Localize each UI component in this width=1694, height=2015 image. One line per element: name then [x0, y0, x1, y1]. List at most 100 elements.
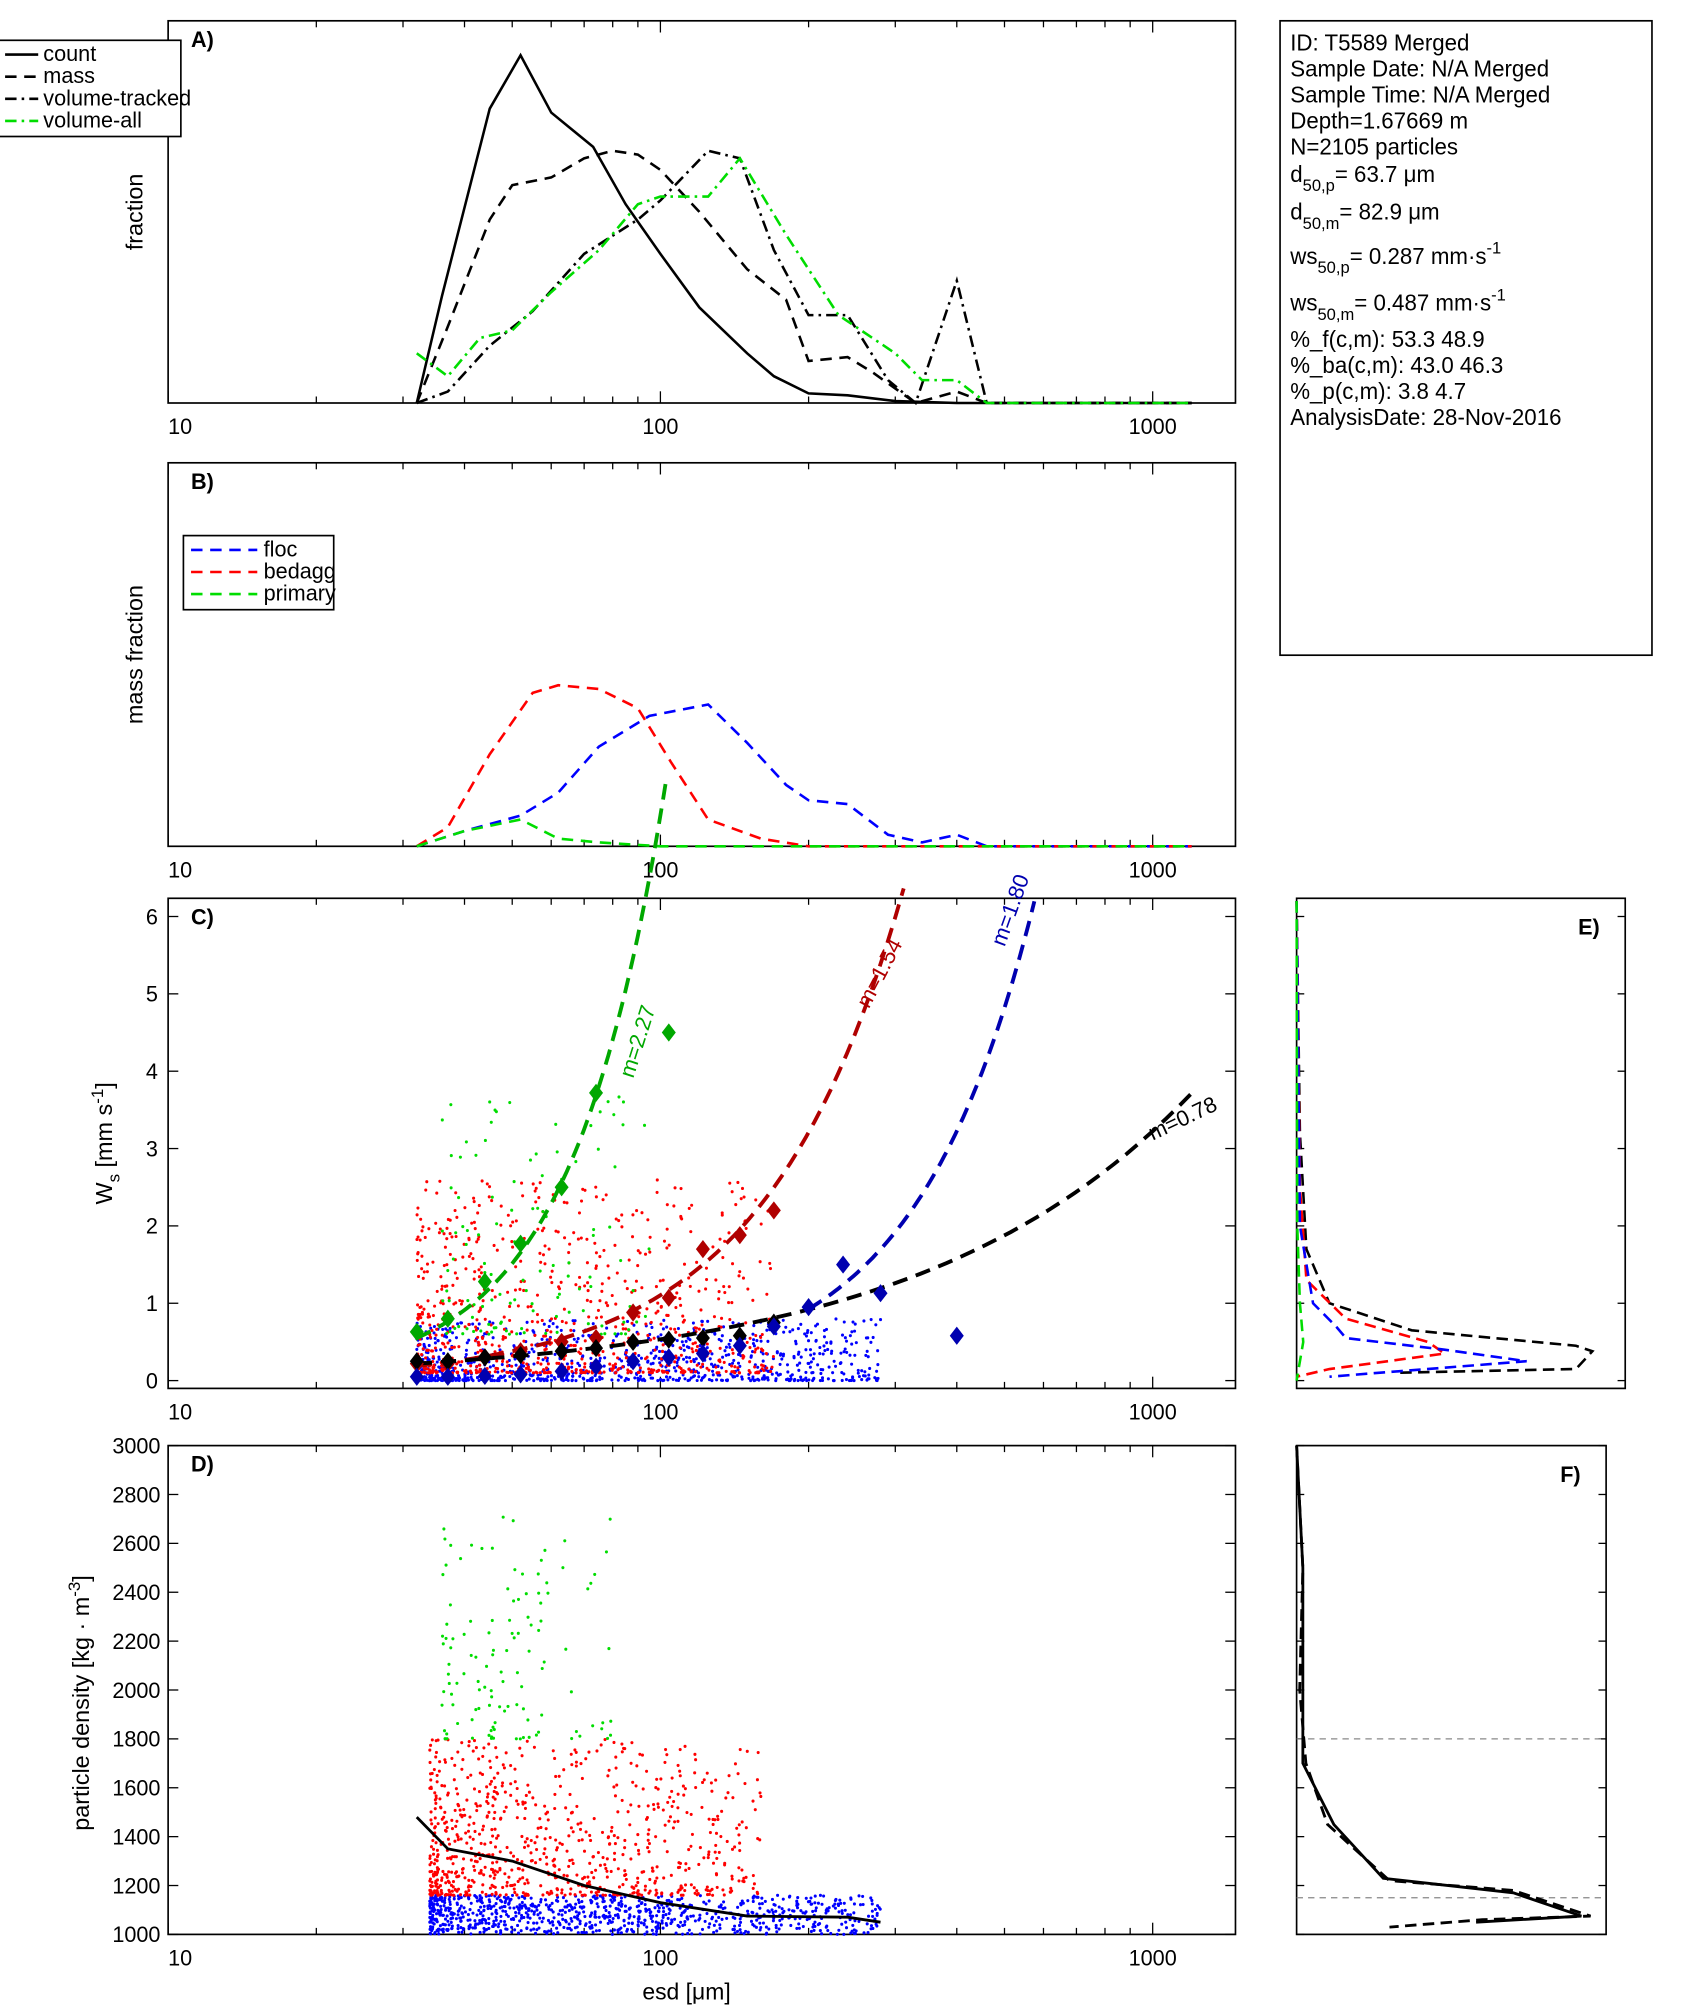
scatter-point-floc — [578, 1374, 582, 1378]
scatter-point-floc — [797, 1922, 801, 1926]
scatter-point-bedagg — [740, 1186, 745, 1191]
scatter-point-primary — [526, 1615, 530, 1619]
scatter-point-floc — [477, 1322, 481, 1326]
binned-diamond-floc — [836, 1255, 851, 1274]
scatter-point-floc — [609, 1929, 613, 1933]
scatter-point-primary — [458, 1155, 462, 1159]
scatter-point-floc — [616, 1378, 620, 1382]
scatter-point-bedagg — [521, 1876, 525, 1880]
scatter-point-floc — [675, 1360, 679, 1365]
x-tick-label: 100 — [642, 1399, 678, 1424]
scatter-point-bedagg — [673, 1820, 677, 1824]
scatter-point-floc — [797, 1368, 801, 1372]
scatter-point-floc — [789, 1923, 793, 1927]
scatter-point-bedagg — [459, 1893, 463, 1897]
scatter-point-bedagg — [733, 1845, 737, 1849]
scatter-point-floc — [623, 1904, 628, 1908]
scatter-point-primary — [492, 1326, 496, 1330]
scatter-point-bedagg — [536, 1356, 540, 1360]
scatter-point-floc — [539, 1897, 543, 1902]
scatter-point-bedagg — [454, 1191, 458, 1195]
scatter-point-bedagg — [520, 1860, 524, 1864]
scatter-point-floc — [617, 1927, 621, 1931]
scatter-point-primary — [520, 1327, 524, 1331]
scatter-point-bedagg — [515, 1799, 519, 1803]
scatter-point-floc — [487, 1894, 491, 1898]
scatter-point-floc — [791, 1328, 795, 1332]
scatter-point-bedagg — [673, 1360, 677, 1364]
scatter-point-floc — [623, 1379, 627, 1383]
scatter-point-bedagg — [518, 1287, 522, 1291]
scatter-point-bedagg — [431, 1838, 435, 1843]
scatter-point-bedagg — [616, 1810, 620, 1814]
scatter-point-bedagg — [624, 1877, 628, 1881]
scatter-point-floc — [509, 1917, 513, 1921]
scatter-point-floc — [808, 1365, 812, 1369]
scatter-point-floc — [583, 1914, 587, 1919]
scatter-point-bedagg — [450, 1235, 454, 1239]
scatter-point-floc — [492, 1904, 496, 1908]
panel-label: F) — [1560, 1462, 1580, 1487]
scatter-point-bedagg — [424, 1188, 428, 1192]
scatter-point-bedagg — [695, 1260, 699, 1264]
scatter-point-floc — [627, 1921, 631, 1925]
scatter-point-floc — [544, 1903, 548, 1907]
scatter-point-bedagg — [543, 1371, 548, 1375]
scatter-point-primary — [591, 1233, 595, 1237]
scatter-point-bedagg — [428, 1335, 432, 1339]
scatter-point-bedagg — [542, 1852, 546, 1856]
scatter-point-bedagg — [521, 1361, 525, 1365]
scatter-point-bedagg — [485, 1182, 489, 1186]
scatter-point-floc — [481, 1914, 485, 1918]
scatter-point-primary — [490, 1298, 494, 1302]
scatter-point-floc — [622, 1919, 626, 1923]
scatter-point-floc — [646, 1359, 650, 1363]
scatter-point-primary — [494, 1110, 498, 1114]
scatter-point-bedagg — [701, 1780, 705, 1785]
scatter-point-bedagg — [716, 1817, 720, 1822]
scatter-point-bedagg — [585, 1261, 589, 1265]
scatter-point-bedagg — [478, 1363, 482, 1367]
scatter-point-floc — [819, 1371, 823, 1376]
scatter-point-bedagg — [495, 1836, 499, 1840]
scatter-point-bedagg — [479, 1271, 483, 1275]
scatter-point-floc — [637, 1899, 641, 1903]
scatter-point-bedagg — [555, 1887, 559, 1891]
scatter-point-bedagg — [488, 1185, 492, 1189]
scatter-point-bedagg — [570, 1763, 574, 1767]
scatter-point-floc — [479, 1899, 483, 1903]
scatter-point-bedagg — [751, 1873, 755, 1878]
scatter-point-bedagg — [692, 1886, 696, 1890]
scatter-point-floc — [879, 1318, 883, 1322]
scatter-point-floc — [648, 1911, 652, 1915]
scatter-point-floc — [657, 1926, 661, 1930]
scatter-point-bedagg — [425, 1262, 430, 1266]
y-tick-label: 2000 — [112, 1678, 160, 1703]
scatter-point-floc — [514, 1910, 518, 1915]
scatter-point-floc — [870, 1902, 874, 1906]
scatter-point-bedagg — [673, 1327, 677, 1331]
scatter-point-bedagg — [429, 1818, 433, 1822]
scatter-point-bedagg — [604, 1301, 608, 1305]
scatter-point-primary — [501, 1515, 505, 1519]
scatter-point-bedagg — [744, 1226, 748, 1230]
scatter-point-bedagg — [469, 1773, 473, 1777]
scatter-point-bedagg — [674, 1305, 678, 1310]
scatter-point-bedagg — [416, 1235, 420, 1239]
scatter-point-floc — [530, 1347, 534, 1351]
scatter-point-floc — [731, 1915, 735, 1919]
scatter-point-floc — [735, 1929, 740, 1933]
scatter-point-bedagg — [640, 1893, 644, 1897]
scatter-point-bedagg — [534, 1861, 538, 1865]
scatter-point-primary — [451, 1257, 455, 1261]
scatter-point-bedagg — [575, 1873, 579, 1877]
scatter-point-floc — [561, 1908, 565, 1912]
scatter-point-floc — [851, 1376, 855, 1380]
scatter-point-bedagg — [629, 1370, 633, 1374]
scatter-point-bedagg — [587, 1315, 591, 1319]
scatter-point-floc — [852, 1928, 856, 1932]
scatter-point-bedagg — [727, 1231, 731, 1235]
scatter-point-bedagg — [584, 1369, 589, 1373]
scatter-point-floc — [534, 1931, 538, 1935]
scatter-point-bedagg — [419, 1217, 423, 1221]
